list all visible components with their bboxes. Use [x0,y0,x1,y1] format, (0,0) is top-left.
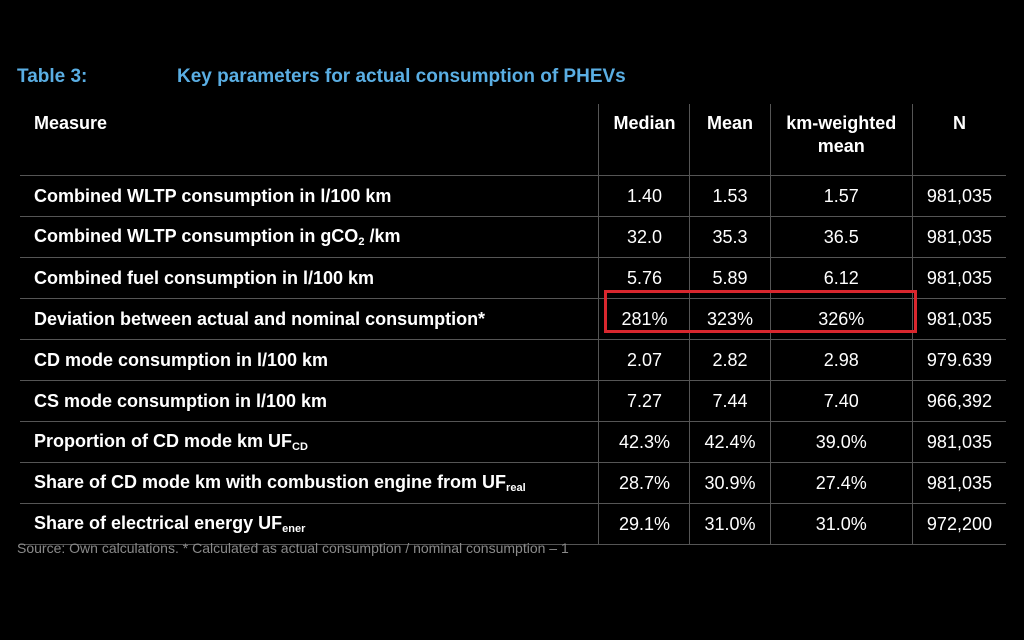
median-cell: 1.40 [598,175,690,217]
table-row: Share of CD mode km with combustion engi… [20,462,1006,504]
n-cell: 972,200 [911,503,1006,545]
median-cell: 32.0 [598,216,690,258]
measure-cell: Share of electrical energy UFener [20,503,599,545]
median-cell: 42.3% [598,421,690,463]
median-cell: 281% [598,298,690,340]
n-cell: 981,035 [911,216,1006,258]
median-cell: 28.7% [598,462,690,504]
measure-cell: Combined fuel consumption in l/100 km [20,257,599,299]
km-weighted-mean-cell: 39.0% [769,421,913,463]
km-weighted-mean-cell: 326% [769,298,913,340]
median-cell: 2.07 [598,339,690,381]
measure-subscript: ener [282,523,306,535]
measure-subscript: CD [292,441,308,453]
measure-subscript: 2 [358,236,365,248]
median-cell: 7.27 [598,380,690,422]
n-cell: 981,035 [911,462,1006,504]
mean-cell: 42.4% [689,421,771,463]
measure-label: Proportion of CD mode km UF [34,431,292,451]
measure-cell: Proportion of CD mode km UFCD [20,421,599,463]
table-row: Combined fuel consumption in l/100 km 5.7… [20,257,1006,299]
km-weighted-mean-cell: 1.57 [769,175,913,217]
table-row: CD mode consumption in l/100 km 2.07 2.82 2… [20,339,1006,381]
km-weighted-mean-cell: 31.0% [769,503,913,545]
mean-cell: 30.9% [689,462,771,504]
mean-cell: 35.3 [689,216,771,258]
highlight-box [604,290,917,333]
measure-label: Combined WLTP consumption in gCO [34,226,359,246]
parameters-table: Measure Median Mean km-weighted mean N C… [20,104,1006,545]
measure-cell: Deviation between actual and nominal con… [20,298,599,340]
n-cell: 981,035 [911,175,1006,217]
header-n: N [911,104,1006,176]
km-weighted-mean-cell: 7.40 [769,380,913,422]
n-cell: 981,035 [911,257,1006,299]
km-weighted-mean-cell: 36.5 [769,216,913,258]
table-row: Proportion of CD mode km UFCD 42.3% 42.4% 3… [20,421,1006,463]
header-row: Measure Median Mean km-weighted mean N [20,104,1006,176]
median-cell: 29.1% [598,503,690,545]
header-mean: Mean [689,104,771,176]
header-km-weighted-mean: km-weighted mean [769,104,913,176]
measure-label: CD mode consumption in l/100 km [34,349,329,370]
measure-label: Combined fuel consumption in l/100 km [34,267,375,288]
n-cell: 981,035 [911,298,1006,340]
mean-cell: 1.53 [689,175,771,217]
header-median: Median [598,104,690,176]
measure-label: Share of electrical energy UF [34,513,283,533]
mean-cell: 2.82 [689,339,771,381]
mean-cell: 7.44 [689,380,771,422]
table-row: Share of electrical energy UFener 29.1% 31… [20,503,1006,545]
n-cell: 979.639 [911,339,1006,381]
table-row: Combined WLTP consumption in gCO2 /km 32.… [20,216,1006,258]
measure-cell: Share of CD mode km with combustion engi… [20,462,599,504]
mean-cell: 323% [689,298,771,340]
km-weighted-mean-cell: 27.4% [769,462,913,504]
table-row: CS mode consumption in l/100 km 7.27 7.44 7… [20,380,1006,422]
header-measure: Measure [20,104,599,176]
table-title: Key parameters for actual consumption of… [177,66,626,87]
table-row: Deviation between actual and nominal con… [20,298,1006,340]
measure-label: Share of CD mode km with combustion engi… [34,472,507,492]
km-weighted-mean-cell: 2.98 [769,339,913,381]
measure-cell: CD mode consumption in l/100 km [20,339,599,381]
source-note: Source: Own calculations. * Calculated a… [17,540,569,556]
measure-subscript: real [506,482,526,494]
measure-suffix: /km [364,226,401,246]
measure-label: Deviation between actual and nominal con… [34,308,486,329]
measure-cell: Combined WLTP consumption in gCO2 /km [20,216,599,258]
table-number: Table 3: [17,66,88,87]
measure-label: Combined WLTP consumption in l/100 km [34,185,392,206]
n-cell: 981,035 [911,421,1006,463]
measure-cell: Combined WLTP consumption in l/100 km [20,175,599,217]
table-row: Combined WLTP consumption in l/100 km 1.4… [20,175,1006,217]
measure-label: CS mode consumption in l/100 km [34,390,328,411]
n-cell: 966,392 [911,380,1006,422]
mean-cell: 31.0% [689,503,771,545]
measure-cell: CS mode consumption in l/100 km [20,380,599,422]
